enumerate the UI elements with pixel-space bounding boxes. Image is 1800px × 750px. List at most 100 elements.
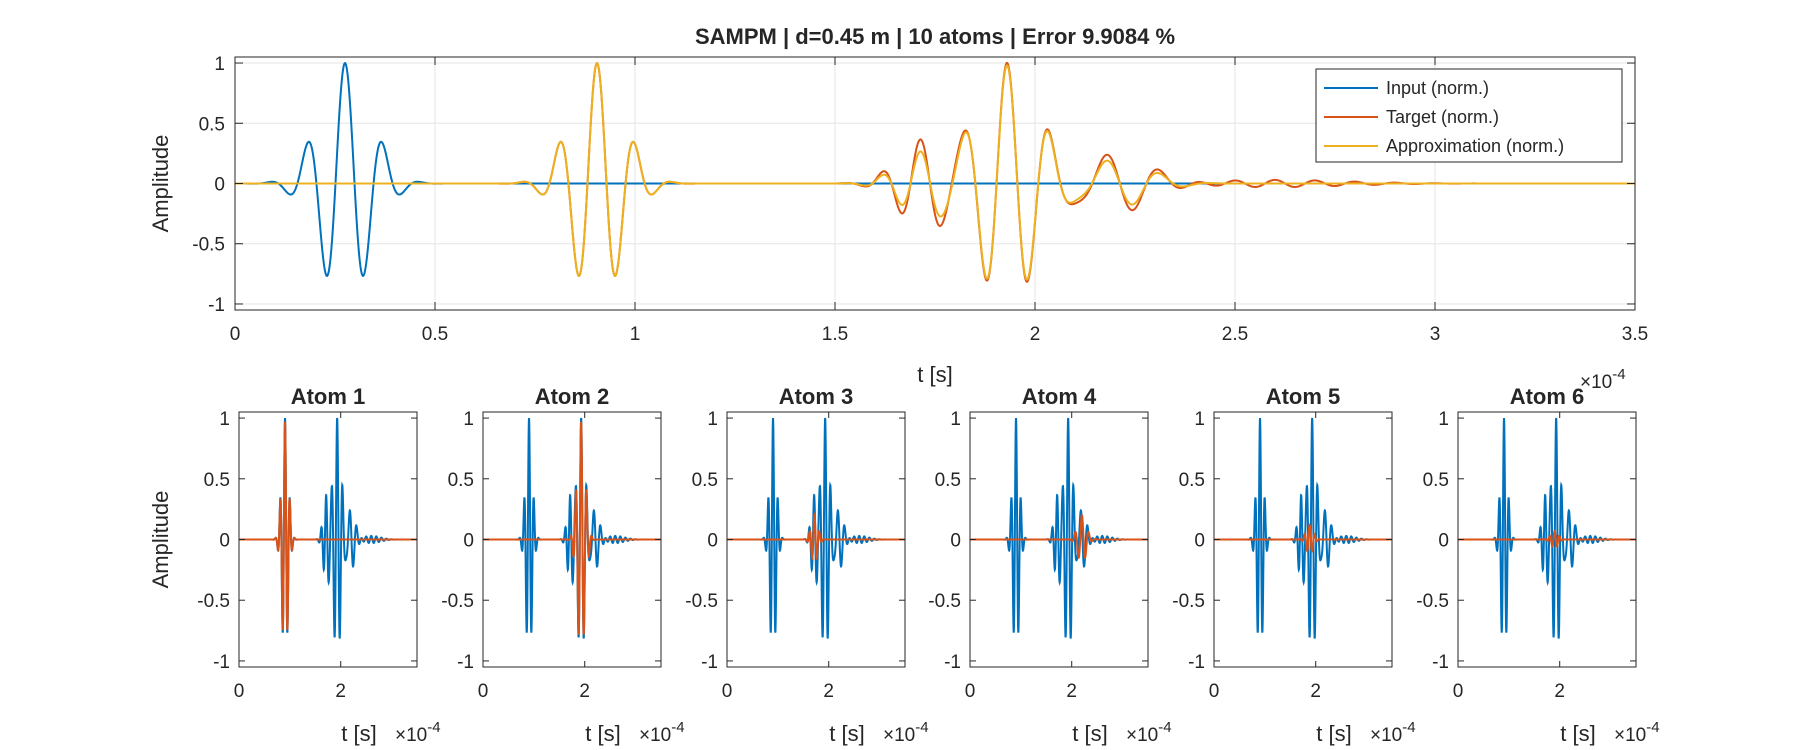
- atom-panel-1: 0 2 -1 -0.5 0 0.5 1 Atom 1 t [s] ×10-4: [197, 384, 440, 746]
- atom-x-exponent: ×10-4: [639, 719, 685, 746]
- atom-y-tick-label: 1: [950, 409, 961, 430]
- main-y-tick-label: -0.5: [192, 235, 225, 256]
- main-x-tick-label: 3.5: [1622, 324, 1648, 345]
- atom-panel-3: 0 2 -1 -0.5 0 0.5 1 Atom 3 t [s] ×10-4: [685, 384, 928, 746]
- atom-panel-5: 0 2 -1 -0.5 0 0.5 1 Atom 5 t [s] ×10-4: [1172, 384, 1415, 746]
- main-series-3: [235, 62, 1635, 281]
- atom-series: [1458, 529, 1636, 548]
- main-x-axis-label: t [s]: [917, 362, 952, 387]
- atom-x-exponent: ×10-4: [883, 719, 929, 746]
- atom-x-axis-label: t [s]: [1560, 721, 1595, 746]
- atom-panel-4: 0 2 -1 -0.5 0 0.5 1 Atom 4 t [s] ×10-4: [928, 384, 1171, 746]
- atom-x-exponent-base: ×10: [883, 725, 915, 746]
- legend-entry-label: Target (norm.): [1386, 107, 1499, 127]
- atom-x-axis-label: t [s]: [585, 721, 620, 746]
- atom-series: [970, 513, 1148, 560]
- atom-x-exponent-base: ×10: [639, 725, 671, 746]
- atom-x-exponent-power: -4: [1158, 719, 1171, 736]
- main-legend: Input (norm.) Target (norm.) Approximation…: [1315, 68, 1623, 163]
- atom-x-tick-label: 2: [1310, 681, 1321, 702]
- atom-y-tick-label: 0: [1438, 531, 1449, 552]
- main-y-tick-label: -1: [208, 295, 225, 316]
- atom-y-tick-label: -0.5: [441, 591, 474, 612]
- atom-x-exponent-power: -4: [1402, 719, 1415, 736]
- atom-y-tick-label: 1: [1194, 409, 1205, 430]
- main-x-tick-label: 0: [230, 324, 241, 345]
- atom-y-axis-label: Amplitude: [148, 491, 173, 589]
- legend-entry-label: Input (norm.): [1386, 78, 1489, 98]
- main-x-exponent: ×10-4: [1580, 366, 1626, 393]
- main-plot: 0 0.5 1 1.5 2 2.5 3 3.5 -1 -0.5 0 0.5 1 SAMPM | d=0.4…: [148, 24, 1648, 393]
- atom-x-tick-label: 2: [1554, 681, 1565, 702]
- atom-y-tick-label: -0.5: [928, 591, 961, 612]
- atom-y-tick-label: 0.5: [935, 470, 961, 491]
- atom-series: [1214, 523, 1392, 553]
- atom-y-tick-label: -0.5: [1416, 591, 1449, 612]
- atom-x-tick-label: 2: [335, 681, 346, 702]
- atom-x-tick-label: 2: [823, 681, 834, 702]
- atom-x-tick-label: 2: [579, 681, 590, 702]
- atom-y-tick-label: 1: [463, 409, 474, 430]
- atom-title: Atom 2: [535, 384, 610, 409]
- atom-x-exponent-power: -4: [671, 719, 684, 736]
- main-x-exponent-power: -4: [1612, 366, 1625, 383]
- atom-title: Atom 6: [1510, 384, 1585, 409]
- atom-x-exponent-base: ×10: [1126, 725, 1158, 746]
- atom-x-axis-label: t [s]: [829, 721, 864, 746]
- atom-y-tick-label: -1: [213, 652, 230, 673]
- main-x-tick-label: 1.5: [822, 324, 848, 345]
- atom-x-tick-label: 0: [722, 681, 733, 702]
- atom-y-tick-label: -0.5: [1172, 591, 1205, 612]
- main-x-tick-label: 2: [1030, 324, 1041, 345]
- main-x-exponent-base: ×10: [1580, 372, 1612, 393]
- main-y-axis-label: Amplitude: [148, 135, 173, 233]
- atom-y-tick-label: 0: [219, 531, 230, 552]
- atom-x-tick-label: 0: [234, 681, 245, 702]
- atom-series: [239, 421, 417, 630]
- atom-x-tick-label: 0: [1453, 681, 1464, 702]
- main-x-tick-label: 2.5: [1222, 324, 1248, 345]
- atom-x-exponent-power: -4: [427, 719, 440, 736]
- atom-series: [483, 421, 661, 635]
- atom-x-tick-label: 0: [965, 681, 976, 702]
- atom-y-tick-label: 1: [219, 409, 230, 430]
- atom-title: Atom 3: [779, 384, 854, 409]
- atom-x-exponent: ×10-4: [1614, 719, 1660, 746]
- atom-y-tick-label: 1: [707, 409, 718, 430]
- atom-x-exponent-base: ×10: [1370, 725, 1402, 746]
- atom-y-tick-label: -1: [701, 652, 718, 673]
- atom-y-tick-label: 1: [1438, 409, 1449, 430]
- main-y-tick-label: 0: [214, 175, 225, 196]
- atom-title: Atom 4: [1022, 384, 1097, 409]
- atom-y-tick-label: -1: [944, 652, 961, 673]
- atom-x-axis-label: t [s]: [1316, 721, 1351, 746]
- atom-x-exponent: ×10-4: [1126, 719, 1172, 746]
- atom-y-tick-label: 0.5: [448, 470, 474, 491]
- atom-x-exponent-power: -4: [915, 719, 928, 736]
- atom-y-tick-label: -0.5: [685, 591, 718, 612]
- atom-y-tick-label: -1: [1188, 652, 1205, 673]
- atom-x-exponent-base: ×10: [395, 725, 427, 746]
- atom-x-exponent-base: ×10: [1614, 725, 1646, 746]
- main-x-tick-label: 3: [1430, 324, 1441, 345]
- main-x-tick-label: 0.5: [422, 324, 448, 345]
- atom-title: Atom 5: [1266, 384, 1341, 409]
- atom-y-tick-label: 0.5: [692, 470, 718, 491]
- atom-y-tick-label: 0.5: [1423, 470, 1449, 491]
- atom-y-tick-label: 0.5: [1179, 470, 1205, 491]
- atom-x-exponent: ×10-4: [1370, 719, 1416, 746]
- atom-y-tick-label: -0.5: [197, 591, 230, 612]
- atom-y-tick-label: 0: [950, 531, 961, 552]
- atom-x-axis-label: t [s]: [1072, 721, 1107, 746]
- atom-y-tick-label: -1: [1432, 652, 1449, 673]
- main-title: SAMPM | d=0.45 m | 10 atoms | Error 9.90…: [695, 24, 1175, 49]
- atom-x-exponent-power: -4: [1646, 719, 1659, 736]
- atom-y-tick-label: -1: [457, 652, 474, 673]
- atom-panel-6: 0 2 -1 -0.5 0 0.5 1 Atom 6 t [s] ×10-4: [1416, 384, 1659, 746]
- atom-y-tick-label: 0: [1194, 531, 1205, 552]
- atom-title: Atom 1: [291, 384, 366, 409]
- atom-y-tick-label: 0: [707, 531, 718, 552]
- main-y-tick-label: 1: [214, 54, 225, 75]
- legend-entry-label: Approximation (norm.): [1386, 136, 1564, 156]
